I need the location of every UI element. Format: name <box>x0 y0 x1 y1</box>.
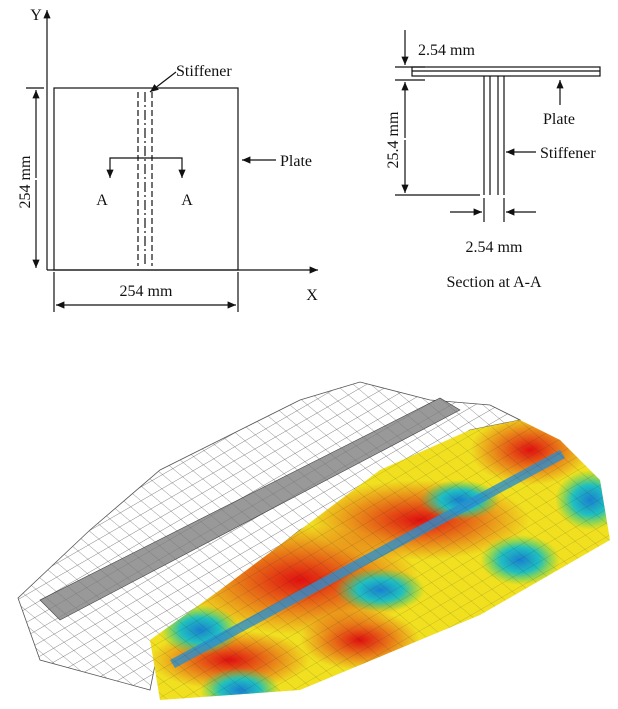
figure: Y X Stiffener Plate A A 254 mm 254 mm 2.… <box>0 0 618 709</box>
stiffener-label: Stiffener <box>176 63 232 80</box>
width-label: 254 mm <box>120 283 173 300</box>
y-axis-label: Y <box>30 7 42 24</box>
plan-view: Y X Stiffener Plate A A 254 mm 254 mm <box>17 7 318 312</box>
stiffener-label: Stiffener <box>540 145 596 162</box>
section-mark: A <box>181 192 193 209</box>
section-mark: A <box>96 192 108 209</box>
buckling-mesh <box>18 382 618 709</box>
x-axis-label: X <box>306 287 318 304</box>
plate-label: Plate <box>280 153 312 170</box>
plate-label: Plate <box>543 111 575 128</box>
section-line <box>110 158 182 176</box>
height-label: 254 mm <box>17 155 34 208</box>
stiffener-height-label: 25.4 mm <box>385 111 402 168</box>
section-view: 2.54 mm 25.4 mm Plate Stiffener 2.54 mm … <box>385 30 600 291</box>
section-caption: Section at A-A <box>446 274 542 291</box>
web-thickness-label: 2.54 mm <box>466 239 523 256</box>
flange-thickness-label: 2.54 mm <box>418 42 475 59</box>
leader <box>150 72 176 92</box>
plate <box>54 88 238 270</box>
